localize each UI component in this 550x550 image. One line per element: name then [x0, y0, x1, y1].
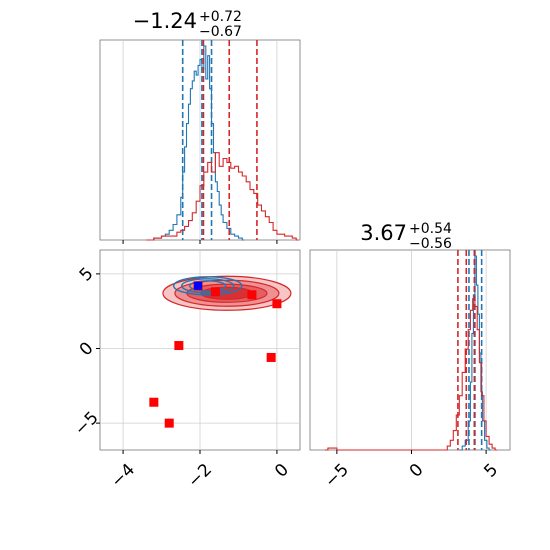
panel-marginal-x: −1.24 +0.72 −0.67: [99, 9, 301, 244]
red-marker: [247, 290, 257, 300]
joint-points: [149, 281, 282, 428]
red-marker: [272, 299, 282, 309]
histogram-series-0: [459, 255, 492, 451]
marginal-x-title-value: −1.24: [133, 9, 197, 33]
y-tick-label: 0: [76, 338, 98, 360]
marginal-x-histograms: [146, 40, 299, 241]
blue-contour: [188, 280, 227, 292]
y-tick-label: −5: [71, 408, 103, 440]
red-marker: [164, 418, 174, 428]
blue-contour: [180, 278, 235, 294]
x-tick-label: 0: [271, 460, 293, 482]
red-marker: [174, 341, 184, 351]
joint-y-ticks: 5 0 −5: [71, 264, 103, 440]
histogram-series-1: [324, 298, 498, 451]
marginal-x-title: −1.24: [133, 9, 197, 33]
joint-x-ticks: −4 −2 0: [107, 450, 293, 492]
marginal-y-title-value: 3.67: [360, 221, 407, 245]
marginal-x-gridlines: [122, 40, 278, 244]
x-tick-label: 0: [406, 460, 428, 482]
marginal-y-histograms: [324, 250, 498, 451]
y-tick-label: 5: [76, 264, 98, 286]
x-tick-label: −5: [321, 460, 353, 492]
panel-marginal-y: −5 0 5 3.67 +0.54 −0.56: [309, 221, 511, 492]
red-marker: [149, 397, 159, 407]
x-tick-label: 5: [480, 460, 502, 482]
marginal-y-title-sup: +0.54: [409, 221, 452, 237]
marginal-x-title-sup: +0.72: [199, 9, 242, 25]
marginal-y-gridlines: [336, 250, 487, 450]
blue-contour: [172, 276, 243, 296]
marginal-y-title-sub: −0.56: [409, 236, 452, 252]
marginal-y-x-ticks: −5 0 5: [321, 450, 502, 492]
histogram-series-1: [146, 152, 299, 241]
panel-joint: −4 −2 0 5 0 −5: [71, 249, 301, 492]
marginal-y-title: 3.67: [360, 221, 407, 245]
blue-marker: [194, 281, 203, 290]
red-marker: [266, 352, 276, 362]
joint-contours: [162, 275, 292, 311]
marginal-x-title-sub: −0.67: [199, 24, 242, 40]
histogram-series-0: [150, 45, 245, 241]
red-marker: [210, 287, 220, 297]
x-tick-label: −4: [107, 460, 139, 492]
panel-marginal-y-frame: [309, 249, 511, 451]
x-tick-label: −2: [184, 460, 216, 492]
